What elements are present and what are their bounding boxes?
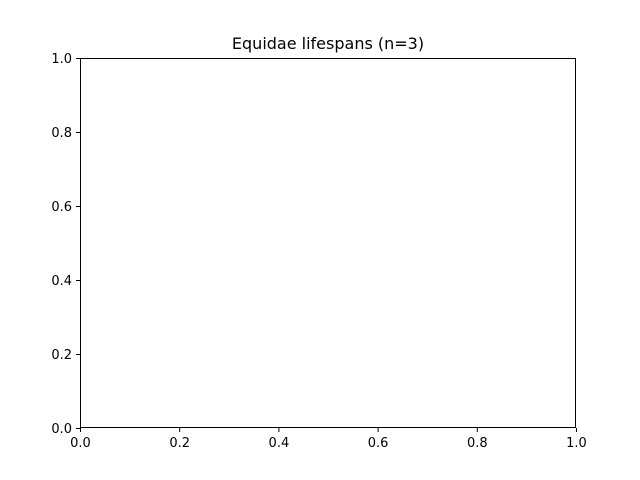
x-tick-label: 0.8 xyxy=(467,436,488,451)
x-tick-label: 0.4 xyxy=(269,436,290,451)
y-axis-ticks: 0.0 0.2 0.4 0.6 0.8 1.0 xyxy=(51,52,80,437)
chart-title: Equidae lifespans (n=3) xyxy=(232,34,424,53)
x-tick-label: 0.6 xyxy=(368,436,389,451)
y-tick-label: 1.0 xyxy=(51,52,72,67)
plot-area-frame xyxy=(80,58,576,428)
y-tick-label: 0.8 xyxy=(51,126,72,141)
y-tick-label: 0.2 xyxy=(51,348,72,363)
y-tick-label: 0.4 xyxy=(51,274,72,289)
x-tick-label: 1.0 xyxy=(566,436,587,451)
y-tick-label: 0.0 xyxy=(51,422,72,437)
x-tick-label: 0.0 xyxy=(70,436,91,451)
x-axis-ticks: 0.0 0.2 0.4 0.6 0.8 1.0 xyxy=(70,428,587,451)
y-tick-label: 0.6 xyxy=(51,200,72,215)
x-tick-label: 0.2 xyxy=(169,436,190,451)
